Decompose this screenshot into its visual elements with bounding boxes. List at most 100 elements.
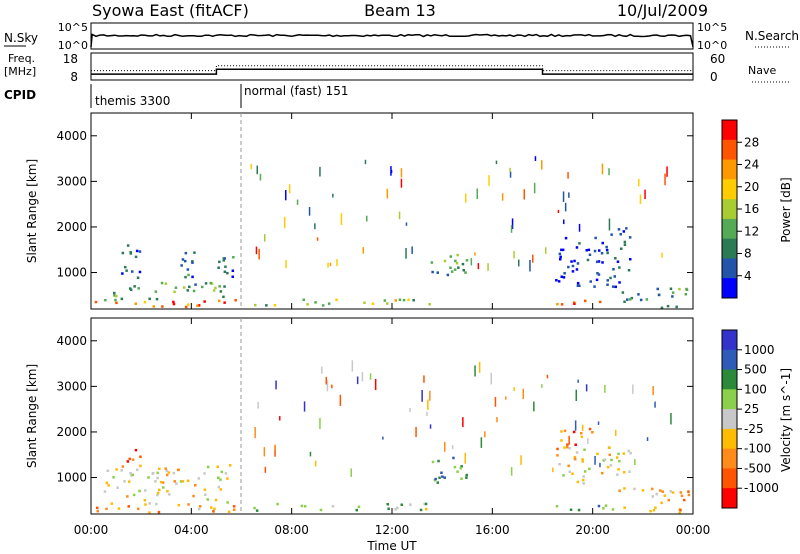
colorbar-swatch — [722, 369, 737, 390]
heatmap-cell — [105, 507, 108, 511]
heatmap-cell — [595, 278, 599, 282]
heatmap-cell — [166, 473, 169, 477]
heatmap-cell — [386, 188, 389, 199]
heatmap-cell — [184, 275, 187, 279]
heatmap-cell — [645, 298, 649, 301]
colorbar-swatch — [722, 409, 737, 430]
heatmap-cell — [619, 233, 622, 236]
heatmap-cell — [264, 466, 267, 473]
heatmap-cell — [314, 301, 317, 304]
heatmap-cell — [130, 474, 133, 477]
heatmap-cell — [671, 295, 674, 298]
heatmap-cell — [115, 301, 118, 305]
heatmap-cell — [288, 184, 291, 194]
nsky-label: N.Sky — [4, 31, 38, 45]
heatmap-cell — [94, 300, 98, 304]
heatmap-cell — [136, 468, 139, 472]
heatmap-cell — [327, 262, 329, 268]
heatmap-cell — [209, 281, 212, 285]
y-tick-label-3000: 3000 — [56, 174, 87, 188]
heatmap-cell — [133, 285, 136, 288]
colorbar-swatch — [722, 349, 737, 371]
heatmap-cell — [283, 216, 286, 229]
heatmap-cell — [533, 182, 536, 194]
power-y-label: Slant Range [km] — [25, 159, 39, 263]
heatmap-cell — [450, 270, 454, 273]
heatmap-cell — [628, 470, 631, 473]
heatmap-cell — [571, 264, 575, 268]
heatmap-cell — [568, 470, 571, 473]
heatmap-cell — [670, 413, 672, 425]
heatmap-cell — [567, 172, 569, 179]
heatmap-cell — [652, 509, 656, 512]
heatmap-cell — [437, 459, 440, 463]
colorbar-tick-label-5: 24 — [744, 158, 759, 172]
heatmap-cell — [586, 258, 590, 262]
colorbar-tick-label-6: -500 — [744, 461, 771, 475]
heatmap-cell — [152, 305, 155, 308]
heatmap-cell — [355, 508, 358, 512]
heatmap-cell — [566, 443, 569, 446]
heatmap-cell — [285, 190, 287, 201]
heatmap-cell — [203, 488, 207, 491]
heatmap-cell — [405, 248, 407, 259]
heatmap-cell — [622, 452, 626, 455]
nsearch-tick-top: 10^5 — [697, 21, 727, 34]
colorbar-swatch — [722, 488, 737, 509]
heatmap-cell — [598, 249, 601, 252]
velocity-colorbar — [722, 330, 737, 509]
heatmap-cell — [490, 372, 492, 385]
heatmap-cell — [595, 260, 599, 264]
heatmap-cell — [129, 471, 132, 475]
heatmap-cell — [224, 265, 227, 268]
heatmap-cell — [564, 236, 568, 240]
heatmap-cell — [501, 193, 504, 201]
heatmap-cell — [567, 265, 570, 269]
heatmap-cell — [126, 244, 130, 247]
heatmap-cell — [165, 469, 169, 473]
heatmap-cell — [684, 293, 688, 296]
heatmap-cell — [627, 449, 630, 453]
heatmap-cell — [139, 455, 142, 458]
heatmap-cell — [350, 468, 352, 477]
heatmap-cell — [177, 503, 181, 507]
heatmap-cell — [575, 268, 579, 271]
heatmap-cell — [441, 475, 444, 478]
heatmap-cell — [231, 269, 235, 272]
heatmap-cell — [326, 380, 329, 392]
colorbar-tick-label-4: 20 — [744, 180, 759, 194]
heatmap-cell — [340, 213, 343, 225]
heatmap-cell — [131, 458, 135, 461]
heatmap-cell — [116, 486, 119, 489]
heatmap-cell — [555, 505, 559, 508]
heatmap-cell — [409, 503, 412, 506]
heatmap-cell — [255, 246, 258, 255]
heatmap-cell — [135, 249, 139, 253]
colorbar-swatch — [722, 428, 737, 450]
colorbar-swatch — [722, 159, 737, 180]
heatmap-cell — [197, 507, 201, 511]
heatmap-cell — [456, 253, 459, 257]
heatmap-cell — [274, 444, 276, 451]
heatmap-cell — [398, 211, 401, 220]
power-heatmap-cells — [94, 156, 689, 310]
heatmap-cell — [573, 455, 577, 459]
y-tick-label-2000: 2000 — [56, 220, 87, 234]
heatmap-cell — [666, 166, 668, 177]
colorbar-swatch — [722, 238, 737, 259]
heatmap-cell — [223, 301, 226, 304]
heatmap-cell — [203, 300, 206, 303]
heatmap-cell — [572, 301, 576, 304]
heatmap-cell — [580, 435, 584, 439]
heatmap-cell — [168, 493, 171, 496]
heatmap-cell — [596, 272, 599, 275]
heatmap-cell — [452, 456, 455, 460]
colorbar-tick-label-3: 16 — [744, 202, 759, 216]
heatmap-cell — [644, 189, 646, 200]
heatmap-cell — [407, 298, 410, 301]
heatmap-cell — [325, 376, 327, 385]
colorbar-tick-label-4: -25 — [744, 422, 764, 436]
heatmap-cell — [187, 503, 190, 506]
heatmap-cell — [578, 223, 581, 232]
heatmap-cell — [573, 302, 576, 305]
